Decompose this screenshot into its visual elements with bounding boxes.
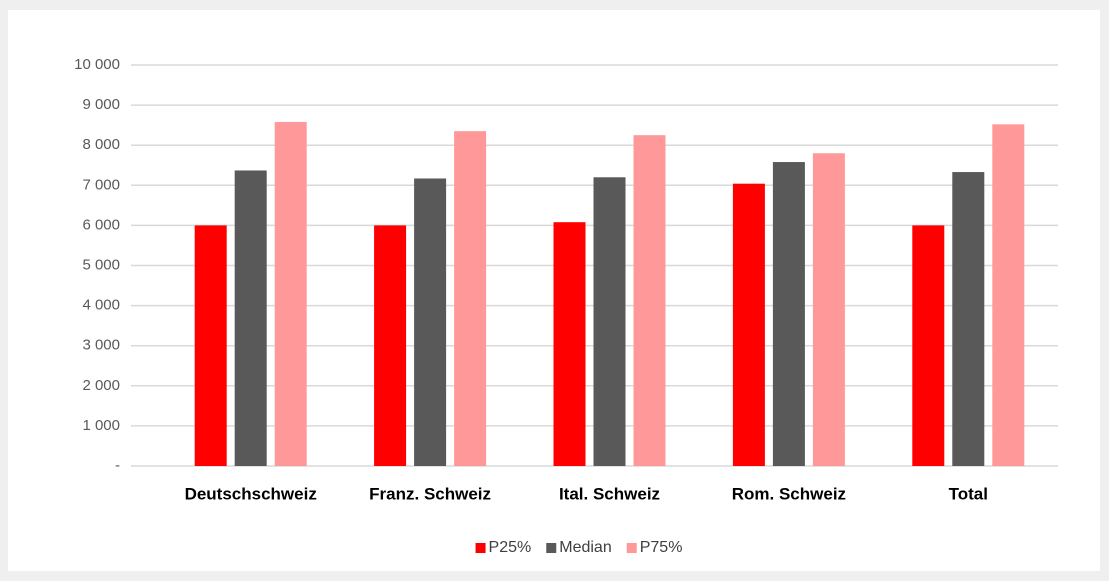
- y-tick-label: 3 000: [82, 337, 120, 354]
- bar: [593, 177, 626, 466]
- x-tick-label: Total: [949, 484, 988, 503]
- bar: [772, 162, 805, 467]
- legend-label: Median: [559, 539, 611, 556]
- y-tick-label: 7 000: [82, 176, 120, 193]
- bar: [992, 124, 1025, 467]
- y-tick-label: 9 000: [82, 96, 120, 113]
- legend-swatch: [546, 543, 557, 553]
- y-tick-label: 6 000: [82, 216, 120, 233]
- y-tick-label: -: [115, 457, 120, 474]
- bar: [952, 172, 985, 466]
- bar: [234, 170, 267, 466]
- bar: [633, 135, 666, 467]
- legend-label: P25%: [489, 539, 532, 556]
- bar: [812, 153, 845, 466]
- legend-swatch: [626, 543, 637, 553]
- bar: [414, 178, 447, 466]
- x-tick-label: Deutschschweiz: [185, 484, 317, 503]
- bar: [194, 225, 227, 466]
- bar: [912, 225, 945, 466]
- x-tick-label: Rom. Schweiz: [732, 484, 846, 503]
- y-tick-label: 4 000: [82, 297, 120, 314]
- y-tick-label: 1 000: [82, 417, 120, 434]
- y-tick-label: 5 000: [82, 256, 120, 273]
- bar: [454, 131, 487, 467]
- legend-label: P75%: [640, 539, 683, 556]
- bar: [553, 222, 586, 466]
- bar: [274, 121, 307, 466]
- y-tick-label: 8 000: [82, 136, 120, 153]
- y-tick-label: 10 000: [74, 56, 120, 73]
- legend-swatch: [475, 543, 486, 553]
- x-tick-label: Ital. Schweiz: [559, 484, 660, 503]
- bar: [732, 183, 765, 467]
- bar: [374, 225, 407, 466]
- y-tick-label: 2 000: [82, 377, 120, 394]
- x-tick-label: Franz. Schweiz: [369, 484, 491, 503]
